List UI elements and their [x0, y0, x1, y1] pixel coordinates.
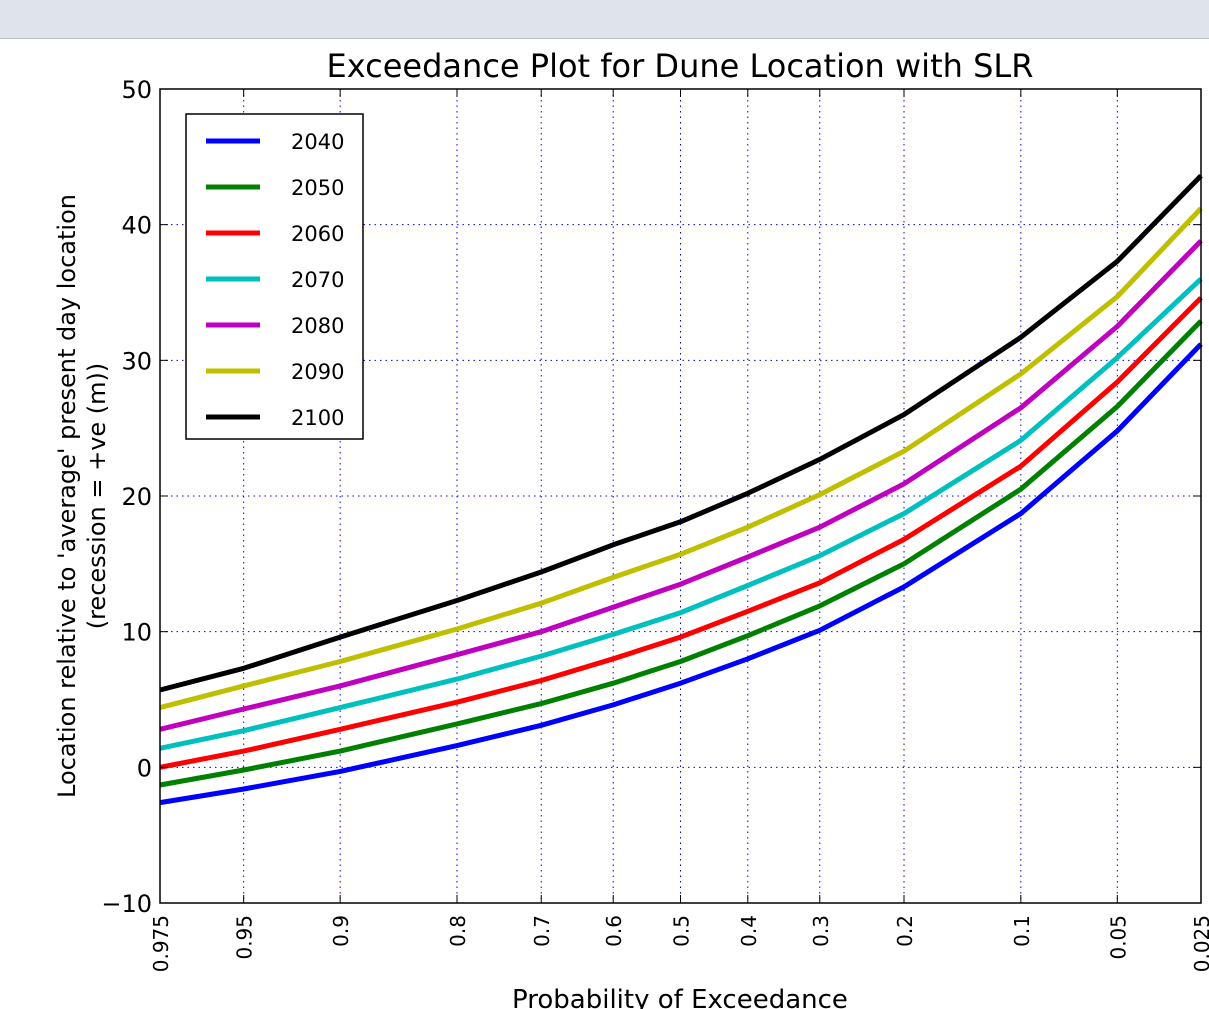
series-line-2090 — [159, 206, 1203, 711]
x-tick-label: 0.2 — [893, 915, 917, 947]
chart-title: Exceedance Plot for Dune Location with S… — [327, 47, 1034, 85]
x-tick-label: 0.025 — [1190, 915, 1209, 972]
window-top-bar — [0, 0, 1209, 39]
legend: 2040 2050 2060 2070 2080 2090 2100 — [185, 113, 364, 440]
y-tick-label: 10 — [121, 619, 152, 647]
y-tick-label: 40 — [121, 212, 152, 240]
x-tick-label: 0.8 — [446, 915, 470, 947]
axis-ticks: 0.975 0.95 0.9 0.8 0.7 0.6 0.5 0.4 0.3 0.2 0.1 0.05… — [101, 76, 1209, 972]
legend-label-2100: 2100 — [291, 406, 344, 430]
y-tick-label: 0 — [137, 754, 152, 782]
x-tick-label: 0.05 — [1106, 915, 1130, 960]
legend-label-2060: 2060 — [291, 222, 344, 246]
y-tick-label: −10 — [101, 890, 152, 918]
legend-label-2040: 2040 — [291, 130, 344, 154]
x-tick-label: 0.1 — [1010, 915, 1034, 947]
series-line-2100 — [159, 174, 1203, 693]
legend-label-2090: 2090 — [291, 360, 344, 384]
series-line-2040 — [159, 342, 1203, 806]
x-tick-label: 0.9 — [329, 915, 353, 947]
legend-label-2050: 2050 — [291, 176, 344, 200]
y-axis-label: Location relative to 'average' present d… — [53, 194, 81, 798]
x-tick-label: 0.95 — [233, 915, 257, 960]
y-tick-label: 50 — [121, 76, 152, 104]
x-tick-label: 0.3 — [809, 915, 833, 947]
series-line-2070 — [159, 277, 1203, 751]
x-axis-label: Probability of Exceedance — [512, 985, 848, 1009]
series-line-2060 — [159, 296, 1203, 770]
y-tick-label: 20 — [121, 483, 152, 511]
y-tick-label: 30 — [121, 347, 152, 375]
series-line-2050 — [159, 319, 1203, 788]
x-tick-label: 0.6 — [602, 915, 626, 947]
legend-label-2070: 2070 — [291, 268, 344, 292]
series-line-2080 — [159, 239, 1203, 732]
x-tick-label: 0.4 — [737, 915, 761, 947]
y-axis-label-units: (recession = +ve (m)) — [83, 363, 111, 630]
series-lines — [159, 174, 1203, 806]
legend-label-2080: 2080 — [291, 314, 344, 338]
x-tick-label: 0.5 — [670, 915, 694, 947]
x-tick-label: 0.7 — [530, 915, 554, 947]
x-tick-label: 0.975 — [149, 915, 173, 972]
